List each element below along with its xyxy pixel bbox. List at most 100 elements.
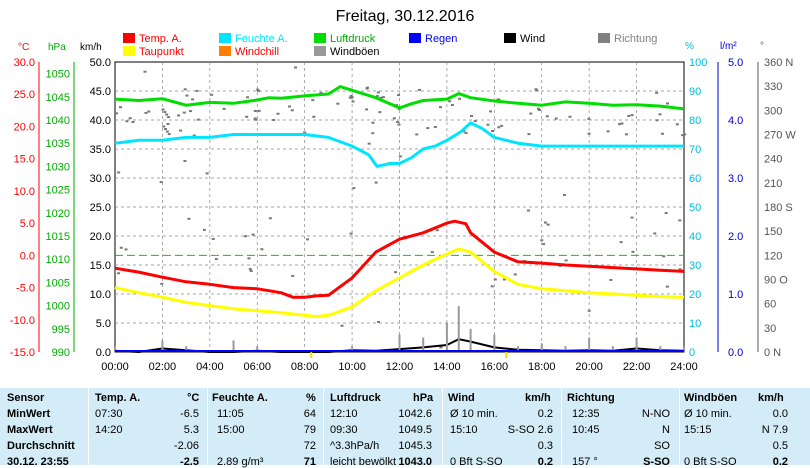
dir-point bbox=[167, 116, 171, 119]
dir-point bbox=[587, 309, 591, 312]
dir-point bbox=[397, 93, 401, 96]
dir-point bbox=[665, 285, 669, 288]
hdr-wind: Wind bbox=[448, 392, 475, 404]
dir-point bbox=[537, 109, 541, 112]
legend-label: Feuchte A. bbox=[235, 33, 288, 45]
hdr-hum-unit: % bbox=[306, 392, 316, 404]
dir-point bbox=[143, 70, 147, 73]
dir-point bbox=[350, 96, 354, 99]
wind-tick: 25.0 bbox=[90, 202, 111, 214]
stats-cell: 1043.0 bbox=[398, 456, 432, 468]
dir-point bbox=[290, 109, 294, 112]
dir-point bbox=[164, 128, 168, 131]
dir-point bbox=[211, 237, 215, 240]
temp-tick: 25.0 bbox=[14, 89, 35, 101]
dir-point bbox=[397, 123, 401, 126]
dir-point bbox=[562, 193, 566, 196]
stats-cell: 09:30 bbox=[330, 424, 358, 436]
dir-point bbox=[500, 124, 504, 127]
legend-label: Windböen bbox=[330, 46, 380, 58]
dir-point bbox=[311, 99, 315, 102]
press-tick: 1005 bbox=[46, 277, 70, 289]
dir-point bbox=[340, 324, 344, 327]
dir-point bbox=[609, 278, 613, 281]
dir-point bbox=[166, 122, 170, 125]
dir-point bbox=[655, 119, 659, 122]
legend-label: Windchill bbox=[235, 46, 279, 58]
dir-point bbox=[245, 115, 249, 118]
temp-tick: -5.0 bbox=[16, 283, 35, 295]
dir-point bbox=[336, 102, 340, 105]
dir-tick: 120 bbox=[764, 250, 782, 262]
dir-point bbox=[268, 217, 272, 220]
dir-point bbox=[450, 104, 454, 107]
dir-point bbox=[378, 111, 382, 114]
legend-swatch bbox=[314, 33, 326, 43]
rain-tick: 0.0 bbox=[728, 347, 743, 359]
series-taupunkt bbox=[114, 247, 685, 319]
dir-point bbox=[619, 241, 623, 244]
temp-tick: 0.0 bbox=[20, 250, 35, 262]
dir-point bbox=[183, 160, 187, 163]
dir-point bbox=[214, 258, 218, 261]
dir-tick: 0 N bbox=[764, 347, 781, 359]
dir-point bbox=[251, 233, 255, 236]
dir-point bbox=[681, 134, 685, 137]
temp-tick: 30.0 bbox=[14, 57, 35, 69]
stats-row-label: MaxWert bbox=[7, 424, 53, 436]
dir-tick: 240 bbox=[764, 154, 782, 166]
press-tick: 1010 bbox=[46, 254, 70, 266]
x-tick: 06:00 bbox=[243, 361, 271, 372]
temp-tick: 5.0 bbox=[20, 218, 35, 230]
dir-point bbox=[165, 113, 169, 116]
hdr-hum: Feuchte A. bbox=[212, 392, 268, 404]
stats-cell: -2.5 bbox=[180, 456, 199, 468]
dir-point bbox=[493, 278, 497, 281]
temp-tick: -10.0 bbox=[10, 315, 35, 327]
series-feuchte-a- bbox=[114, 121, 684, 168]
stats-cell: 72 bbox=[303, 440, 316, 452]
hdr-press: Luftdruck bbox=[330, 392, 381, 404]
stats-cell: leicht bewölkt bbox=[330, 456, 397, 468]
dir-point bbox=[665, 102, 669, 105]
stats-cell: Ø 10 min. bbox=[684, 408, 732, 420]
dir-point bbox=[439, 346, 443, 349]
dir-point bbox=[620, 122, 624, 125]
rain-tick: 2.0 bbox=[728, 231, 743, 243]
legend-swatch bbox=[219, 46, 231, 56]
dir-point bbox=[398, 155, 402, 158]
press-tick: 1050 bbox=[46, 69, 70, 81]
direction-dots bbox=[115, 66, 687, 349]
sun-markers: 08:17 bbox=[310, 352, 508, 358]
stats-cell: 2.89 g/m³ bbox=[217, 456, 264, 468]
dir-point bbox=[375, 95, 379, 98]
dir-point bbox=[115, 112, 119, 115]
dir-point bbox=[124, 248, 128, 251]
rain-tick: 5.0 bbox=[728, 57, 743, 69]
dir-point bbox=[545, 115, 549, 118]
wind-unit: km/h bbox=[80, 42, 102, 53]
stats-cell: 15:15 bbox=[684, 424, 712, 436]
press-tick: 990 bbox=[52, 347, 70, 359]
x-tick: 04:00 bbox=[196, 361, 224, 372]
hdr-gust-unit: km/h bbox=[758, 392, 784, 404]
legend-swatch bbox=[409, 33, 421, 43]
dir-point bbox=[371, 121, 375, 124]
chart-title: Freitag, 30.12.2016 bbox=[336, 8, 475, 25]
hum-tick: 10 bbox=[689, 318, 701, 330]
dir-point bbox=[502, 278, 506, 281]
dir-point bbox=[606, 130, 610, 133]
dir-point bbox=[462, 130, 466, 133]
dir-point bbox=[312, 115, 316, 118]
press-tick: 1045 bbox=[46, 92, 70, 104]
stats-cell: 157 ° bbox=[572, 456, 598, 468]
dir-point bbox=[303, 131, 307, 134]
dir-point bbox=[683, 133, 687, 136]
dir-point bbox=[448, 100, 452, 103]
hum-tick: 80 bbox=[689, 115, 701, 127]
dir-point bbox=[192, 134, 196, 137]
dir-point bbox=[392, 117, 396, 120]
legend-label: Regen bbox=[425, 33, 457, 45]
x-tick: 14:00 bbox=[433, 361, 461, 372]
stats-cell: 1042.6 bbox=[398, 408, 432, 420]
